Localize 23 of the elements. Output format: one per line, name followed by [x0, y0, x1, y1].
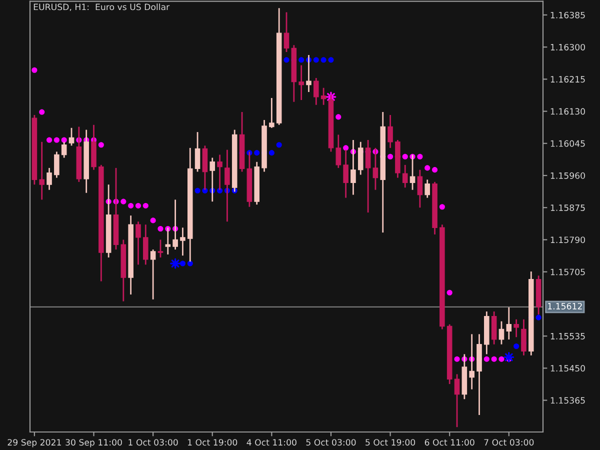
y-tick-label: 1.15705	[550, 268, 585, 276]
x-tick-label: 6 Oct 11:00	[424, 439, 474, 446]
x-tick-label: 5 Oct 03:00	[306, 439, 356, 446]
y-tick-label: 1.15960	[550, 172, 585, 179]
y-tick-label: 1.16130	[550, 108, 585, 115]
y-tick-label: 1.15875	[550, 204, 585, 212]
y-tick-label: 1.15365	[550, 397, 585, 404]
x-tick-label: 30 Sep 11:00	[66, 439, 122, 448]
y-tick-label: 1.16215	[550, 76, 585, 83]
x-tick-label: 4 Oct 11:00	[246, 439, 296, 446]
ref-line-label: 1.15612	[548, 302, 582, 310]
x-tick-label: 1 Oct 03:00	[128, 439, 178, 446]
x-tick-label: 5 Oct 19:00	[366, 439, 416, 446]
y-tick-label: 1.15450	[550, 365, 585, 372]
x-tick-label: 1 Oct 19:00	[188, 439, 238, 446]
x-tick-label: 7 Oct 03:00	[484, 439, 534, 446]
y-tick-label: 1.15790	[550, 236, 585, 244]
chart-title: EURUSD, H1: Euro vs US Dollar	[34, 4, 170, 12]
y-tick-label: 1.16300	[550, 44, 585, 50]
y-tick-label: 1.15535	[550, 332, 585, 340]
y-tick-label: 1.16045	[550, 140, 585, 147]
y-tick-label: 1.16385	[550, 12, 585, 18]
x-tick-label: 29 Sep 2021	[8, 439, 61, 448]
